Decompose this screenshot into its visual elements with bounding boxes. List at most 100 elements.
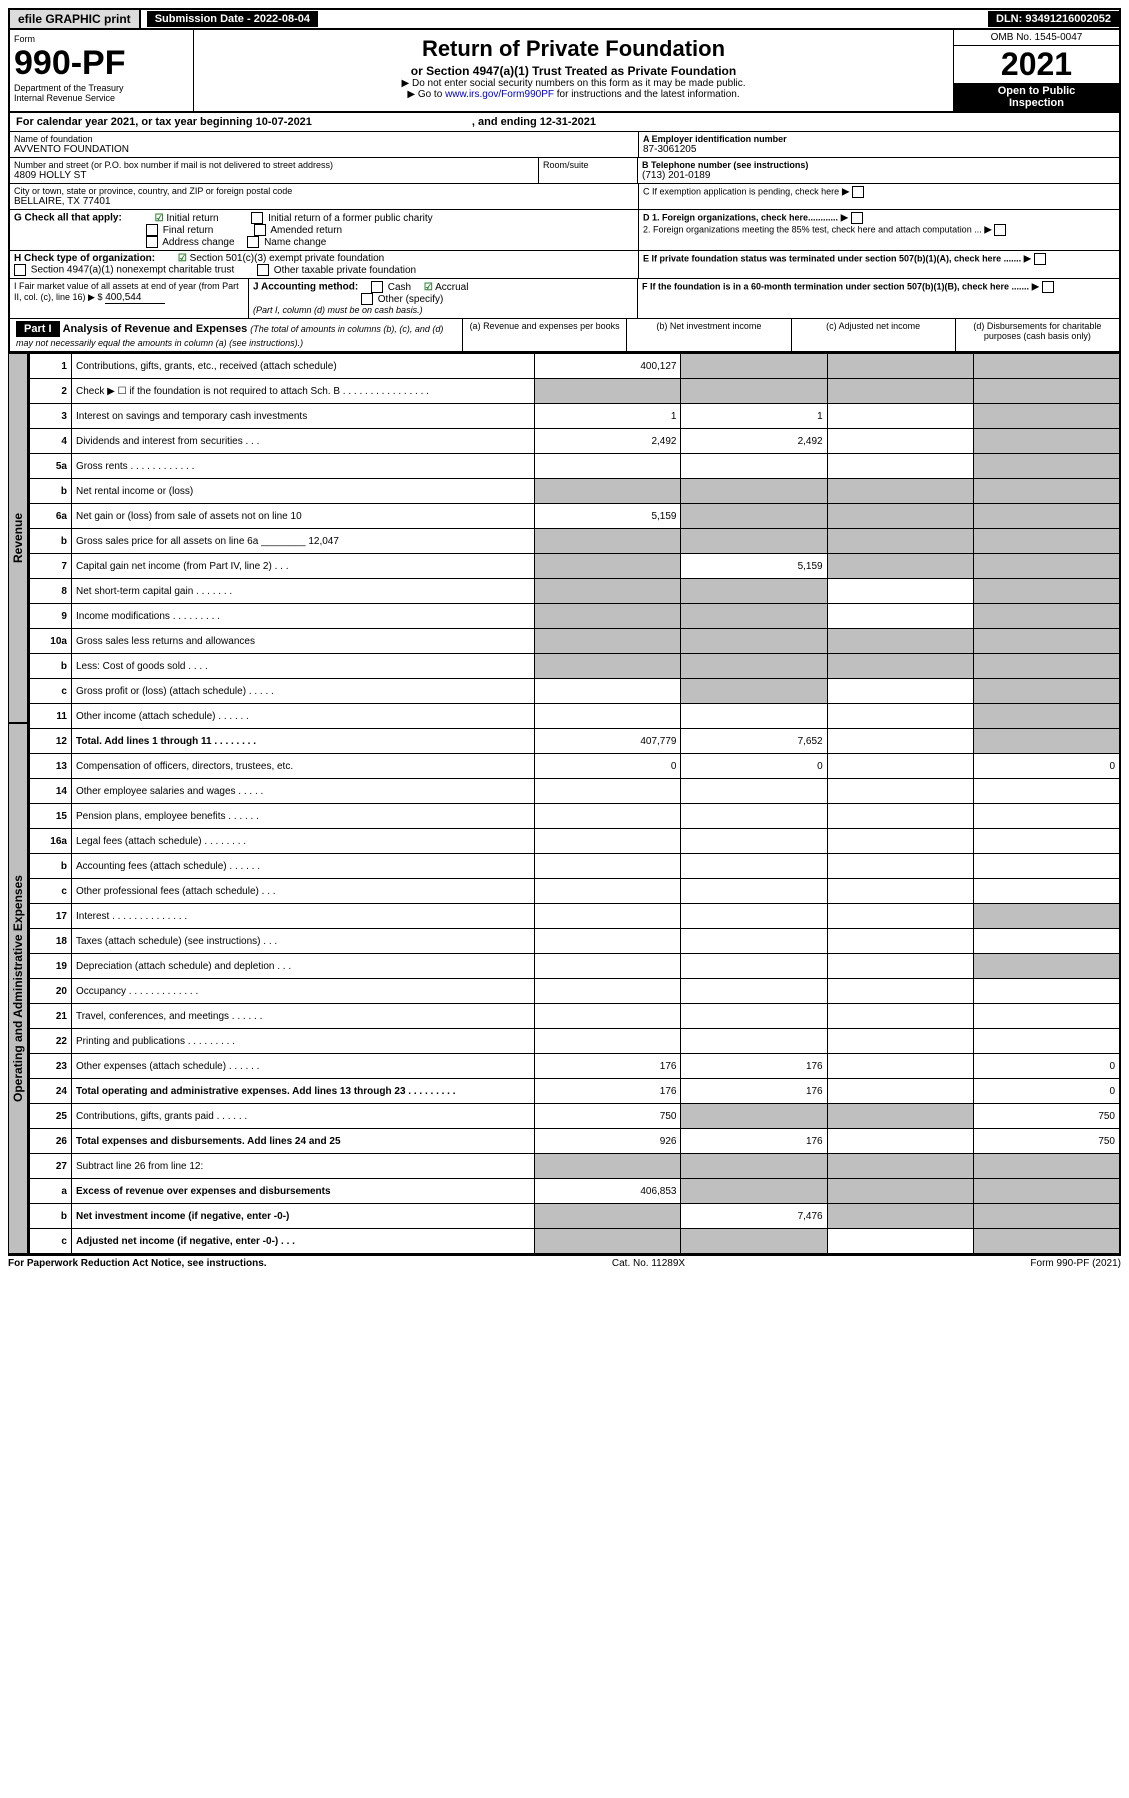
col-c	[827, 829, 973, 854]
line-num: 21	[29, 1004, 71, 1029]
d-block: D 1. Foreign organizations, check here..…	[639, 210, 1119, 250]
line-desc: Pension plans, employee benefits . . . .…	[71, 804, 534, 829]
col-b	[681, 1229, 827, 1254]
col-a	[535, 804, 681, 829]
line-desc: Adjusted net income (if negative, enter …	[71, 1229, 534, 1254]
efile-print-btn[interactable]: efile GRAPHIC print	[10, 10, 141, 28]
col-a	[535, 854, 681, 879]
col-d	[973, 654, 1120, 679]
g-address-checkbox[interactable]	[146, 236, 158, 248]
row-20: 20Occupancy . . . . . . . . . . . . .	[29, 979, 1120, 1004]
col-a	[535, 879, 681, 904]
form-label: Form	[14, 34, 189, 44]
col-b	[681, 454, 827, 479]
tax-year: 2021	[954, 46, 1119, 83]
col-a	[535, 929, 681, 954]
col-d	[973, 1229, 1120, 1254]
row-27: 27Subtract line 26 from line 12:	[29, 1154, 1120, 1179]
col-c	[827, 1029, 973, 1054]
line-num: 11	[29, 704, 71, 729]
line-desc: Check ▶ ☐ if the foundation is not requi…	[71, 379, 534, 404]
g-amended-checkbox[interactable]	[254, 224, 266, 236]
col-c	[827, 779, 973, 804]
j-cash-checkbox[interactable]	[371, 281, 383, 293]
col-b	[681, 379, 827, 404]
line-num: 19	[29, 954, 71, 979]
row-21: 21Travel, conferences, and meetings . . …	[29, 1004, 1120, 1029]
col-b: 1	[681, 404, 827, 429]
col-d	[973, 979, 1120, 1004]
line-desc: Net short-term capital gain . . . . . . …	[71, 579, 534, 604]
row-14: 14Other employee salaries and wages . . …	[29, 779, 1120, 804]
h-other-checkbox[interactable]	[257, 264, 269, 276]
top-bar: efile GRAPHIC print Submission Date - 20…	[8, 8, 1121, 30]
line-num: 25	[29, 1104, 71, 1129]
line-desc: Interest . . . . . . . . . . . . . .	[71, 904, 534, 929]
col-c	[827, 479, 973, 504]
line-num: b	[29, 1204, 71, 1229]
col-b	[681, 904, 827, 929]
col-a-head: (a) Revenue and expenses per books	[462, 319, 626, 351]
omb-no: OMB No. 1545-0047	[954, 30, 1119, 46]
line-num: 27	[29, 1154, 71, 1179]
col-b	[681, 979, 827, 1004]
col-c	[827, 404, 973, 429]
line-num: b	[29, 479, 71, 504]
e-checkbox[interactable]	[1034, 253, 1046, 265]
line-num: 10a	[29, 629, 71, 654]
calendar-year-row: For calendar year 2021, or tax year begi…	[8, 113, 1121, 132]
line-num: c	[29, 1229, 71, 1254]
col-d	[973, 904, 1120, 929]
line-desc: Total operating and administrative expen…	[71, 1079, 534, 1104]
col-d	[973, 554, 1120, 579]
col-d	[973, 579, 1120, 604]
row-24: 24Total operating and administrative exp…	[29, 1079, 1120, 1104]
line-num: b	[29, 654, 71, 679]
d1-checkbox[interactable]	[851, 212, 863, 224]
line-num: 8	[29, 579, 71, 604]
line-desc: Net investment income (if negative, ente…	[71, 1204, 534, 1229]
header-center: Return of Private Foundation or Section …	[194, 30, 953, 111]
line-num: 1	[29, 354, 71, 379]
col-c	[827, 854, 973, 879]
g-initial-former-checkbox[interactable]	[251, 212, 263, 224]
row-26: 26Total expenses and disbursements. Add …	[29, 1129, 1120, 1154]
col-d	[973, 604, 1120, 629]
dept: Department of the Treasury	[14, 83, 189, 93]
col-b	[681, 504, 827, 529]
col-c	[827, 604, 973, 629]
c-checkbox[interactable]	[852, 186, 864, 198]
line-desc: Other employee salaries and wages . . . …	[71, 779, 534, 804]
col-b: 5,159	[681, 554, 827, 579]
line-desc: Contributions, gifts, grants paid . . . …	[71, 1104, 534, 1129]
col-b-head: (b) Net investment income	[626, 319, 790, 351]
col-d	[973, 479, 1120, 504]
row-b: bAccounting fees (attach schedule) . . .…	[29, 854, 1120, 879]
col-b	[681, 804, 827, 829]
col-a	[535, 904, 681, 929]
col-a: 2,492	[535, 429, 681, 454]
col-a	[535, 979, 681, 1004]
g-name-checkbox[interactable]	[247, 236, 259, 248]
g-initial-checkbox[interactable]: ☑	[155, 213, 164, 224]
f-checkbox[interactable]	[1042, 281, 1054, 293]
col-a: 400,127	[535, 354, 681, 379]
j-other-checkbox[interactable]	[361, 293, 373, 305]
col-d: 0	[973, 754, 1120, 779]
col-d	[973, 879, 1120, 904]
col-d	[973, 629, 1120, 654]
col-b	[681, 529, 827, 554]
col-c	[827, 1154, 973, 1179]
row-1: 1Contributions, gifts, grants, etc., rec…	[29, 354, 1120, 379]
form990pf-link[interactable]: www.irs.gov/Form990PF	[445, 89, 554, 100]
line-desc: Total expenses and disbursements. Add li…	[71, 1129, 534, 1154]
col-c	[827, 1079, 973, 1104]
d2-checkbox[interactable]	[994, 224, 1006, 236]
j-accrual-checkbox[interactable]: ☑	[424, 282, 433, 293]
g-final-checkbox[interactable]	[146, 224, 158, 236]
h-501c3-checkbox[interactable]: ☑	[178, 253, 187, 264]
col-a	[535, 1029, 681, 1054]
col-c	[827, 529, 973, 554]
col-d	[973, 729, 1120, 754]
h-4947-checkbox[interactable]	[14, 264, 26, 276]
